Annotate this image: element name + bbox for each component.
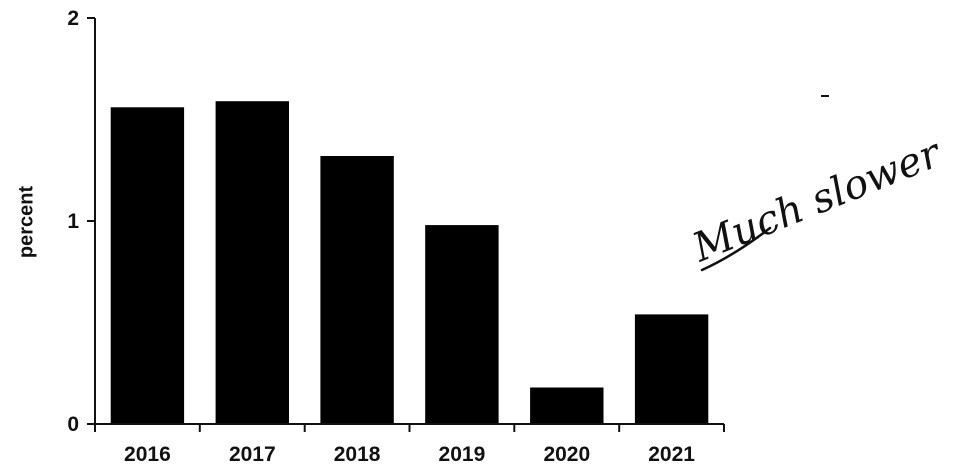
x-tick-label-2021: 2021	[648, 443, 695, 466]
bar-2020	[530, 387, 604, 424]
bar-2018	[320, 156, 394, 424]
x-tick-label-2019: 2019	[439, 443, 486, 466]
bar-2017	[215, 101, 289, 424]
tick-labels-layer: 2016 2017 2018 2019 2020 2021 0 1 2	[67, 7, 695, 466]
y-tick-label-2: 2	[67, 7, 79, 30]
y-tick-label-1: 1	[67, 210, 79, 233]
bars-layer	[110, 101, 709, 425]
bar-2016	[110, 107, 185, 425]
ticks-layer	[87, 17, 725, 432]
bar-2021	[634, 314, 709, 424]
x-tick-label-2020: 2020	[543, 443, 590, 466]
handwritten-annotation: Much slower	[686, 95, 950, 272]
annotation-text: Much slower	[686, 129, 950, 271]
y-tick-label-0: 0	[67, 413, 79, 436]
bar-2019	[425, 225, 499, 424]
x-tick-label-2018: 2018	[334, 443, 381, 466]
annotation-underline	[700, 226, 772, 272]
y-axis-title: percent	[15, 186, 37, 259]
x-tick-label-2017: 2017	[229, 443, 276, 466]
x-tick-label-2016: 2016	[124, 443, 171, 466]
